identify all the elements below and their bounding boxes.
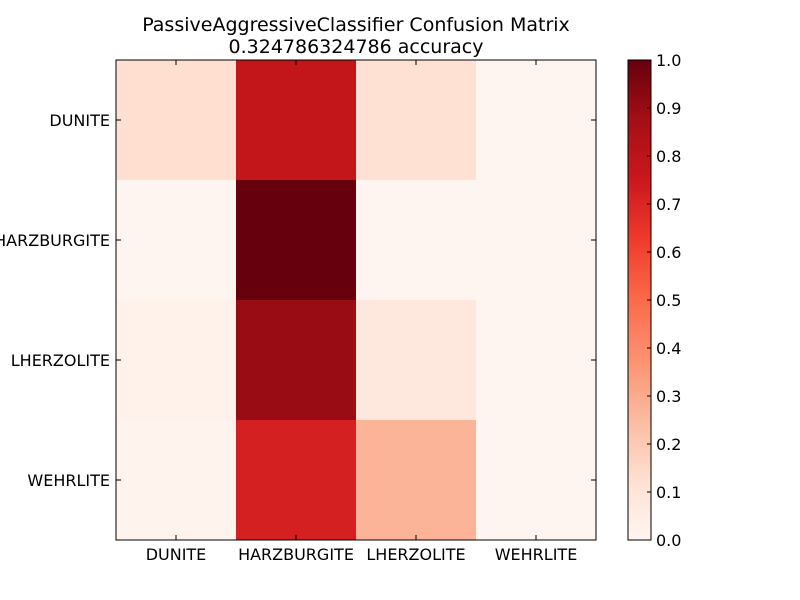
heatmap-cell bbox=[356, 180, 477, 301]
chart-title: PassiveAggressiveClassifier Confusion Ma… bbox=[142, 14, 570, 36]
y-tick-label: DUNITE bbox=[49, 111, 110, 130]
colorbar-tick-label: 0.7 bbox=[656, 195, 681, 214]
plot-frame bbox=[115, 59, 597, 541]
heatmap-cell bbox=[116, 180, 237, 301]
heatmap-cell bbox=[116, 60, 237, 181]
y-tick-labels: DUNITE HARZBURGITE LHERZOLITE WEHRLITE bbox=[0, 111, 110, 490]
y-tick-label: HARZBURGITE bbox=[0, 231, 110, 250]
colorbar-tick-label: 0.6 bbox=[656, 243, 681, 262]
chart-subtitle: 0.324786324786 accuracy bbox=[229, 36, 484, 58]
colorbar-tick-label: 0.8 bbox=[656, 147, 681, 166]
heatmap-cell bbox=[476, 420, 597, 541]
heatmap-cell bbox=[116, 300, 237, 421]
x-tick-label: LHERZOLITE bbox=[366, 545, 465, 564]
x-tick-label: HARZBURGITE bbox=[238, 545, 354, 564]
heatmap-cell bbox=[356, 60, 477, 181]
colorbar-tick-label: 0.1 bbox=[656, 483, 681, 502]
heatmap-cell bbox=[356, 300, 477, 421]
heatmap-cells bbox=[116, 60, 597, 541]
colorbar-tick-label: 0.3 bbox=[656, 387, 681, 406]
heatmap-cell bbox=[236, 300, 357, 421]
heatmap-cell bbox=[476, 60, 597, 181]
x-tick-labels: DUNITE HARZBURGITE LHERZOLITE WEHRLITE bbox=[146, 545, 578, 564]
y-tick-label: WEHRLITE bbox=[27, 471, 110, 490]
y-tick-label: LHERZOLITE bbox=[11, 351, 110, 370]
heatmap-cell bbox=[356, 420, 477, 541]
heatmap-cell bbox=[236, 180, 357, 301]
colorbar-tick-label: 0.0 bbox=[656, 531, 681, 550]
colorbar-tick-label: 0.4 bbox=[656, 339, 681, 358]
colorbar-tick-label: 0.5 bbox=[656, 291, 681, 310]
x-tick-label: WEHRLITE bbox=[495, 545, 578, 564]
colorbar-tick-label: 0.2 bbox=[656, 435, 681, 454]
heatmap-cell bbox=[476, 180, 597, 301]
heatmap-cell bbox=[476, 300, 597, 421]
x-tick-label: DUNITE bbox=[146, 545, 207, 564]
axis-ticks bbox=[116, 60, 596, 540]
heatmap-cell bbox=[236, 60, 357, 181]
colorbar-tick-label: 1.0 bbox=[656, 51, 681, 70]
heatmap-cell bbox=[236, 420, 357, 541]
heatmap-cell bbox=[116, 420, 237, 541]
colorbar-ticks: 0.0 0.1 0.2 0.3 0.4 0.5 0.6 0.7 0.8 0.9 1.0 bbox=[647, 51, 681, 550]
colorbar-tick-label: 0.9 bbox=[656, 99, 681, 118]
